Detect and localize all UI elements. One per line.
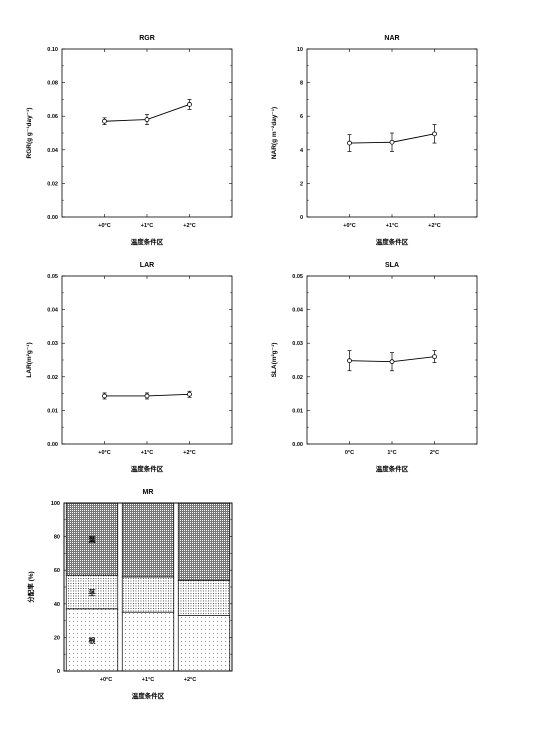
- x-axis-label: 温度条件区: [376, 237, 409, 246]
- plot-frame-overlay: [63, 502, 233, 672]
- data-point: [187, 102, 192, 107]
- bar-segment-label: 葉: [88, 535, 97, 544]
- y-axis-label: NAR(g m⁻²day⁻¹): [271, 107, 278, 159]
- y-tick-label: 0.01: [47, 408, 58, 414]
- bar-segment-label: 根: [89, 636, 96, 645]
- x-tick-label: +0°C: [98, 223, 110, 229]
- y-tick-label: 0.05: [292, 274, 303, 280]
- y-tick-label: 6: [300, 114, 303, 120]
- bar-segment: [177, 502, 231, 581]
- y-tick-label: 0.00: [47, 442, 58, 448]
- y-tick-label: 0: [300, 215, 303, 221]
- x-axis-label: 温度条件区: [131, 237, 164, 246]
- data-point: [432, 354, 437, 360]
- y-tick-label: 10: [297, 47, 303, 53]
- y-tick-label: 0: [57, 669, 60, 675]
- x-axis-label: 温度条件区: [131, 464, 164, 473]
- y-tick-label: 8: [300, 81, 303, 87]
- y-tick-label: 0.01: [292, 408, 303, 414]
- y-tick-label: 0.04: [47, 308, 59, 314]
- x-axis-label: 温度条件区: [376, 464, 409, 473]
- data-point: [432, 131, 437, 137]
- y-tick-label: 0.05: [47, 274, 58, 280]
- chart-title: MR: [143, 489, 154, 496]
- data-point: [102, 393, 107, 399]
- y-axis-label: 分配率 (%): [26, 571, 35, 602]
- y-axis-label: LAR(m²g⁻¹): [26, 342, 33, 377]
- bar-segment-label: 茎: [89, 588, 96, 597]
- x-axis-label: 温度条件区: [132, 691, 165, 700]
- x-tick-label: +1°C: [386, 223, 398, 229]
- charts-layer: RGR 0.00 0.02 0.04 0.06 0.08 0.10 +0°C +1°C +2°C 温…: [26, 35, 478, 700]
- plot-frame: [61, 48, 233, 218]
- data-point: [389, 139, 395, 145]
- data-point: [102, 118, 107, 124]
- x-tick-label: +2°C: [184, 677, 196, 683]
- plot-frame: [61, 275, 233, 445]
- bar-segment: [177, 615, 231, 672]
- y-tick-label: 0.00: [292, 442, 303, 448]
- y-tick-label: 20: [54, 635, 60, 641]
- x-tick-label: +2°C: [183, 223, 195, 229]
- y-axis-label: RGR(g g⁻¹day⁻¹): [26, 108, 33, 159]
- chart-rgr: RGR 0.00 0.02 0.04 0.06 0.08 0.10 +0°C +1°C +2°C 温…: [26, 35, 233, 246]
- x-tick-label: +1°C: [141, 450, 153, 456]
- bar-segment: [177, 579, 231, 616]
- x-tick-label: 1°C: [387, 450, 396, 456]
- x-tick-label: +2°C: [428, 223, 440, 229]
- bar-segment: [65, 502, 119, 576]
- chart-title: NAR: [384, 35, 399, 42]
- y-tick-label: 60: [54, 568, 60, 574]
- y-tick-label: 0.02: [47, 181, 58, 187]
- chart-title: RGR: [139, 35, 155, 42]
- data-point: [389, 359, 395, 365]
- x-tick-label: +0°C: [343, 223, 355, 229]
- y-tick-label: 100: [51, 501, 60, 507]
- y-tick-label: 0.08: [47, 81, 58, 87]
- data-point: [187, 391, 192, 397]
- y-tick-label: 0.03: [47, 341, 58, 347]
- y-tick-label: 80: [54, 535, 60, 541]
- chart-title: LAR: [140, 262, 154, 269]
- chart-sla: SLA 0.00 0.01 0.02 0.03 0.04 0.05 0°C 1°C 2°C 温度条件…: [271, 262, 478, 473]
- x-tick-label: 2°C: [430, 450, 439, 456]
- chart-lar: LAR 0.00 0.01 0.02 0.03 0.04 0.05 +0°C +1°C +2°C 温…: [26, 262, 233, 473]
- y-tick-label: 0.02: [292, 375, 303, 381]
- bar-segment: [65, 574, 119, 610]
- data-point: [144, 117, 150, 122]
- data-point: [144, 393, 150, 399]
- bar-segment: [121, 502, 175, 578]
- y-axis-label: SLA(m²g⁻¹): [271, 343, 278, 378]
- x-tick-label: +1°C: [141, 223, 153, 229]
- y-tick-label: 4: [300, 148, 304, 154]
- y-tick-label: 0.03: [292, 341, 303, 347]
- data-point: [347, 358, 352, 364]
- chart-title: SLA: [385, 262, 399, 269]
- y-tick-label: 0.06: [47, 114, 58, 120]
- y-tick-label: 0.04: [47, 148, 59, 154]
- bar-segment: [65, 608, 119, 672]
- y-tick-label: 0.10: [47, 47, 58, 53]
- chart-mr: MR 0 20 40 60 80 100 +0°C +1°C +2°C 温度条件区 分配率 (%) 根 茎…: [26, 489, 233, 700]
- bar-segment: [121, 611, 175, 672]
- data-point: [347, 140, 352, 146]
- y-tick-label: 0.04: [292, 308, 304, 314]
- y-tick-label: 40: [54, 602, 60, 608]
- y-tick-label: 0.02: [47, 375, 58, 381]
- y-tick-label: 2: [300, 181, 303, 187]
- bar-segment: [121, 576, 175, 613]
- x-tick-label: +0°C: [100, 677, 112, 683]
- x-tick-label: +0°C: [98, 450, 110, 456]
- x-tick-label: 0°C: [345, 450, 354, 456]
- x-tick-label: +1°C: [142, 677, 154, 683]
- chart-nar: NAR 0 2 4 6 8 10 +0°C +1°C +2°C 温度条件区 NAR(g m⁻²day⁻…: [271, 35, 478, 246]
- y-tick-label: 0.00: [47, 215, 58, 221]
- x-tick-label: +2°C: [183, 450, 195, 456]
